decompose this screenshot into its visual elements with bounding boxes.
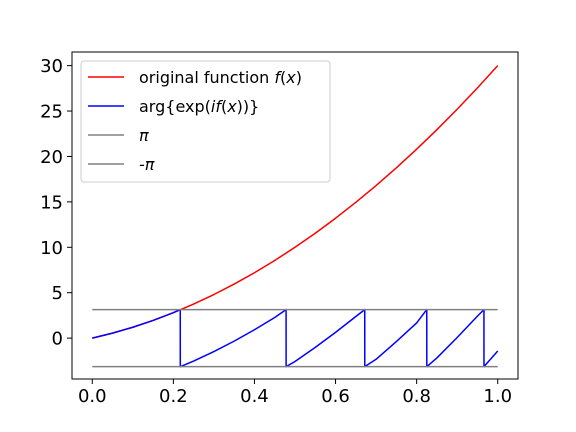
x-tick-label: 0.8 bbox=[402, 386, 431, 407]
series-layer bbox=[92, 65, 499, 368]
x-tick-label: 1.0 bbox=[483, 386, 512, 407]
legend-label-0: original function f(x) bbox=[139, 68, 302, 87]
legend-label-1: arg{exp(if(x))} bbox=[139, 97, 259, 116]
x-tick-label: 0.4 bbox=[240, 386, 269, 407]
legend: original function f(x) arg{exp(if(x))} π -π bbox=[80, 60, 331, 183]
x-axis: 0.0 0.2 0.4 0.6 0.8 1.0 bbox=[78, 379, 512, 407]
y-tick-label: 25 bbox=[40, 102, 63, 123]
y-tick-label: 10 bbox=[40, 238, 63, 259]
y-tick-label: 20 bbox=[40, 147, 63, 168]
y-tick-label: 15 bbox=[40, 192, 63, 213]
x-tick-label: 0.6 bbox=[321, 386, 350, 407]
y-axis: 0 5 10 15 20 25 30 bbox=[40, 56, 72, 350]
plot-frame bbox=[71, 51, 519, 380]
x-tick-label: 0.0 bbox=[78, 386, 107, 407]
legend-label-2: π bbox=[139, 126, 149, 145]
y-tick-label: 0 bbox=[52, 329, 63, 350]
legend-box bbox=[80, 60, 331, 183]
y-tick-label: 5 bbox=[52, 283, 63, 304]
legend-label-3: -π bbox=[139, 155, 155, 174]
x-tick-label: 0.2 bbox=[159, 386, 188, 407]
y-tick-label: 30 bbox=[40, 56, 63, 77]
